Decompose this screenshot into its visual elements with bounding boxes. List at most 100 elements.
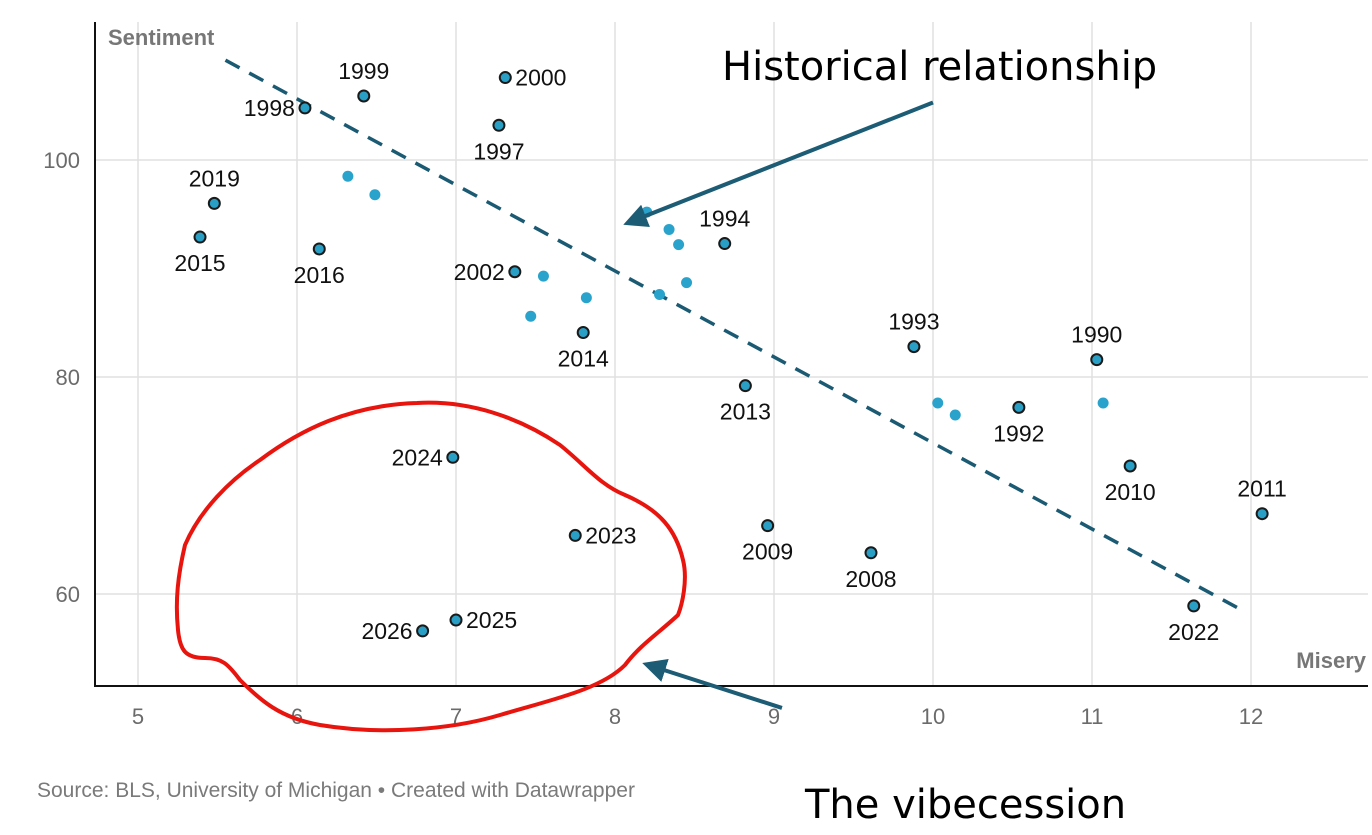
annotation-historical-relationship: Historical relationship	[722, 44, 1157, 90]
data-point-unlabeled	[681, 277, 693, 289]
x-tick-label: 11	[1081, 704, 1104, 729]
data-point-label: 2023	[585, 522, 636, 548]
data-point	[1090, 353, 1104, 367]
trend-line-group	[224, 58, 1248, 614]
data-point-group: 2024	[392, 444, 460, 470]
data-point-label: 2019	[189, 165, 240, 191]
data-point	[761, 519, 775, 533]
y-axis-title: Sentiment	[108, 25, 215, 50]
data-point-group: 2016	[294, 242, 345, 288]
data-point-unlabeled	[673, 239, 685, 251]
data-point-label: 2010	[1105, 479, 1156, 505]
data-point-group: 1998	[244, 95, 312, 121]
data-point-unlabeled	[369, 189, 381, 201]
data-point-label: 2022	[1168, 619, 1219, 645]
data-point	[492, 118, 506, 132]
y-tick-label: 60	[56, 582, 80, 607]
unlabeled-points	[342, 170, 1109, 421]
data-point-label: 1998	[244, 95, 295, 121]
data-point	[357, 89, 371, 103]
x-tick-label: 9	[768, 704, 780, 729]
data-point	[718, 237, 732, 251]
data-point-label: 1990	[1071, 322, 1122, 348]
data-point-group: 1990	[1071, 322, 1122, 367]
data-point-group: 2010	[1105, 459, 1156, 505]
data-point	[1255, 507, 1269, 521]
x-tick-label: 10	[921, 704, 945, 729]
data-point	[568, 528, 582, 542]
data-point	[446, 450, 460, 464]
data-point	[312, 242, 326, 256]
data-point-label: 2002	[454, 259, 505, 285]
data-point	[298, 101, 312, 115]
data-point-group: 1999	[338, 58, 389, 103]
trend-line	[224, 58, 1248, 614]
data-point	[207, 196, 221, 210]
data-point-label: 2015	[174, 250, 225, 276]
data-point-group: 2009	[742, 519, 793, 565]
data-point-unlabeled	[580, 292, 592, 304]
data-point-group: 2000	[498, 65, 566, 91]
data-point	[907, 340, 921, 354]
data-point-label: 1999	[338, 58, 389, 84]
axes	[94, 22, 1368, 687]
data-point-unlabeled	[537, 270, 549, 282]
gridlines	[95, 22, 1368, 686]
data-point-label: 2000	[515, 65, 566, 91]
data-point-label: 2025	[466, 607, 517, 633]
data-point-group: 2008	[845, 546, 897, 592]
data-point-group: 2014	[558, 326, 609, 372]
source-footer: Source: BLS, University of Michigan • Cr…	[37, 779, 635, 802]
data-point-label: 1997	[473, 138, 524, 164]
data-point-label: 2009	[742, 539, 793, 565]
data-point-label: 2013	[720, 399, 771, 425]
highlight-circle	[174, 400, 687, 733]
data-point	[416, 624, 430, 638]
data-point-group: 2002	[454, 259, 522, 285]
data-point	[193, 230, 207, 244]
data-point-label: 1994	[699, 206, 750, 232]
data-point-group: 2011	[1237, 476, 1287, 521]
data-point-group: 1993	[888, 309, 940, 354]
data-point-unlabeled	[1097, 397, 1109, 409]
annotation-vibecession: The vibecession	[804, 782, 1126, 828]
data-point-unlabeled	[932, 397, 944, 409]
data-point-unlabeled	[525, 310, 537, 322]
y-axis-ticks: 60 80 100	[43, 148, 80, 607]
data-point	[1012, 400, 1026, 414]
y-tick-label: 100	[43, 148, 80, 173]
data-point-group: 2013	[720, 379, 771, 425]
data-point-group: 2019	[189, 165, 240, 210]
data-point	[1123, 459, 1137, 473]
data-point-group: 2022	[1168, 599, 1219, 645]
x-tick-label: 6	[291, 704, 303, 729]
data-point-unlabeled	[663, 223, 675, 235]
y-tick-label: 80	[56, 365, 80, 390]
x-axis-title: Misery	[1296, 648, 1366, 673]
data-point-group: 1992	[993, 400, 1044, 446]
annotation-arrows	[623, 100, 934, 710]
data-point-label: 2026	[361, 618, 412, 644]
x-axis-ticks: 5 6 7 8 9 10 11 12	[132, 704, 1263, 729]
data-point	[508, 265, 522, 279]
data-point	[1187, 599, 1201, 613]
data-point-unlabeled	[654, 289, 666, 301]
data-point-label: 2011	[1237, 476, 1286, 502]
data-point-label: 2016	[294, 262, 345, 288]
arrow-historical-relationship	[623, 100, 934, 228]
data-point-unlabeled	[949, 409, 961, 421]
data-point-group: 2025	[449, 607, 517, 633]
data-point-unlabeled	[342, 170, 354, 182]
data-point-group: 2015	[174, 230, 226, 276]
data-point-label: 2008	[845, 566, 896, 592]
highlight-circle-group	[174, 400, 687, 733]
data-point-label: 1993	[888, 309, 939, 335]
data-point	[576, 326, 590, 340]
x-tick-label: 8	[609, 704, 621, 729]
data-point-label: 2014	[558, 346, 609, 372]
data-point-label: 2024	[392, 444, 443, 470]
x-tick-label: 5	[132, 704, 144, 729]
labeled-points: 1990 1992 1993 1994 1997 1998 1999 2000 2002 2008…	[174, 58, 1286, 645]
arrow-vibecession	[642, 658, 783, 710]
